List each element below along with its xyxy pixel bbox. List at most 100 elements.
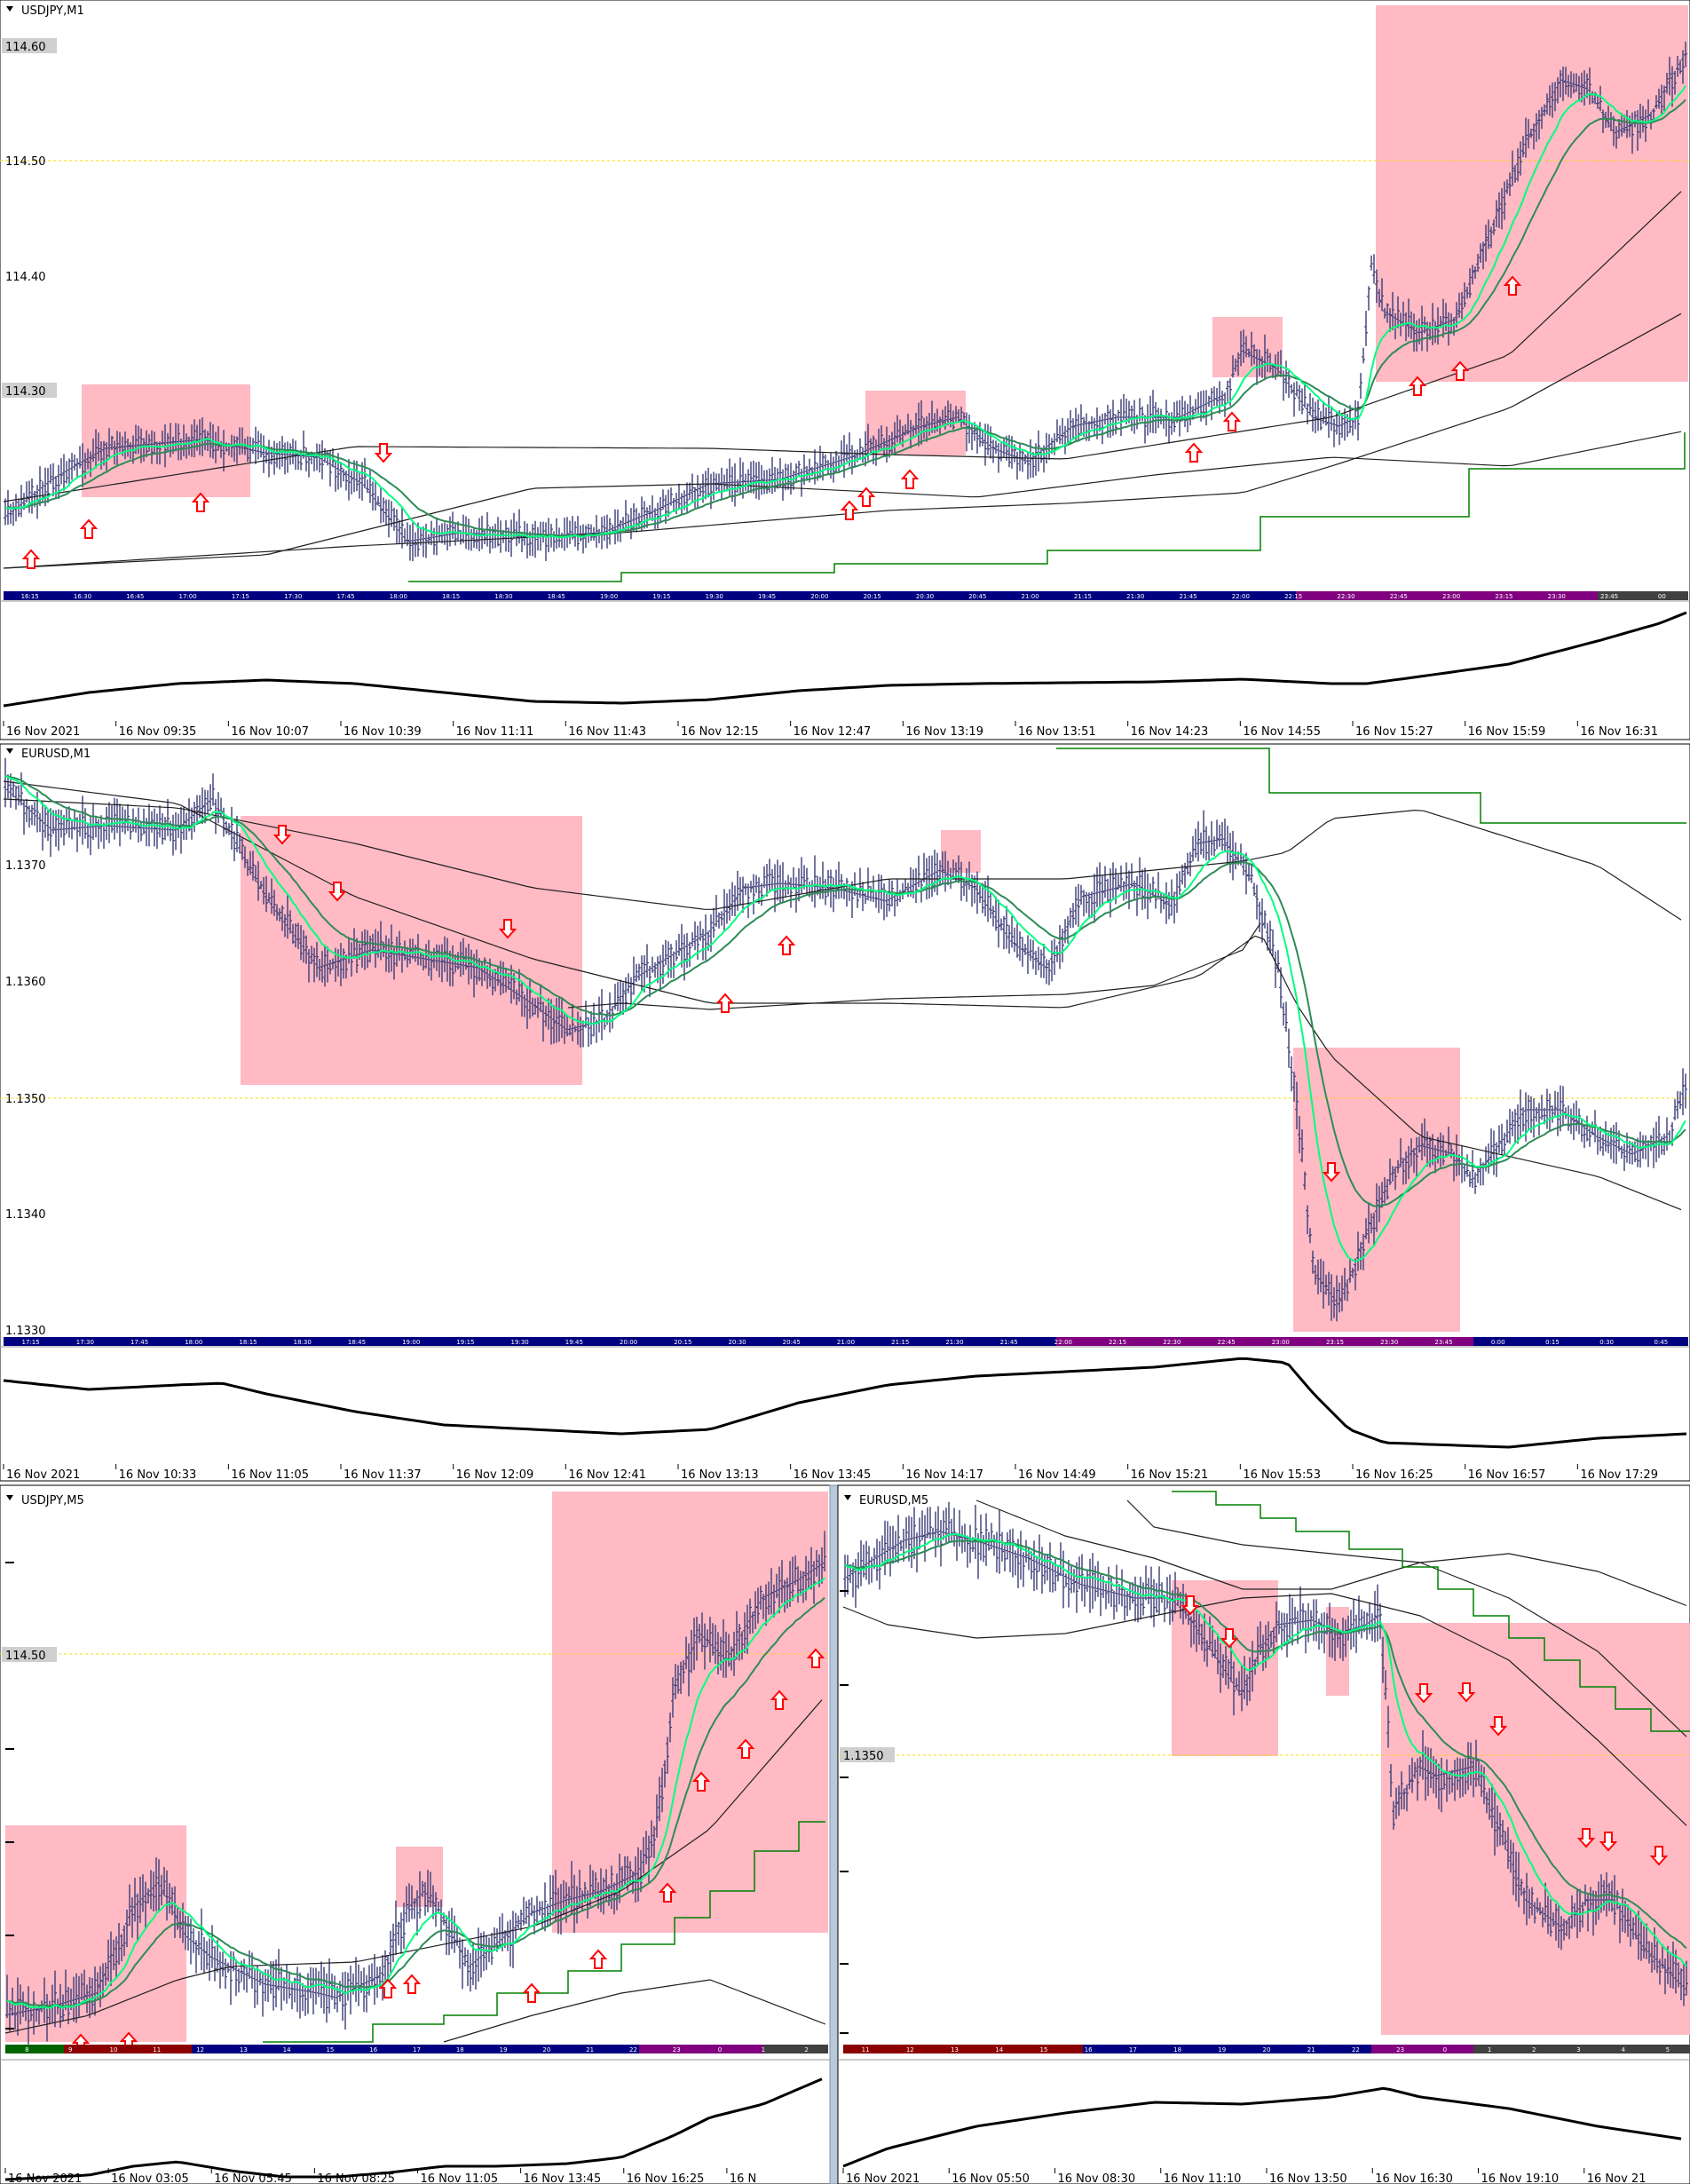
chevron-down-icon[interactable] — [6, 748, 13, 754]
session-tick-label: 19:15 — [456, 1339, 474, 1346]
session-tick-label: 0 — [718, 2046, 722, 2053]
signal-zone — [1376, 5, 1688, 382]
session-segment — [763, 2045, 828, 2053]
time-axis-label: 16 Nov 16:57 — [1468, 1468, 1546, 1482]
session-tick-label: 17 — [413, 2046, 421, 2053]
time-axis-label: 16 Nov 16:25 — [627, 2172, 705, 2184]
signal-zone — [552, 1492, 828, 1933]
time-axis-label: 16 Nov 03:05 — [111, 2172, 189, 2184]
trailing-stop-line — [1056, 748, 1686, 824]
buy-arrow-icon — [21, 549, 41, 569]
buy-arrow-icon — [900, 469, 920, 489]
envelope-lower — [443, 1979, 826, 2043]
time-axis-label: 16 Nov 13:45 — [794, 1468, 872, 1482]
buy-arrow-icon — [715, 993, 735, 1013]
zone-layer — [82, 5, 1688, 497]
session-tick-label: 17:45 — [130, 1339, 148, 1346]
session-tick-label: 10 — [110, 2046, 118, 2053]
time-axis-label: 16 Nov 09:35 — [119, 725, 197, 739]
session-tick-label: 0:30 — [1599, 1339, 1614, 1346]
session-tick-label: 20:30 — [728, 1339, 746, 1346]
session-tick-label: 22:45 — [1390, 593, 1408, 600]
session-tick-label: 23:15 — [1326, 1339, 1344, 1346]
session-tick-label: 23:00 — [1272, 1339, 1290, 1346]
buy-arrow-icon — [402, 1974, 422, 1994]
session-segment — [639, 2045, 763, 2053]
session-tick-label: 22:00 — [1054, 1339, 1072, 1346]
trailing-stop-line — [263, 1821, 825, 2043]
panel-title[interactable]: USDJPY,M1 — [6, 4, 84, 18]
session-bar: 8 9 10 11 12 13 14 15 16 17 18 19 20 21 22 23 0 1 2 — [5, 2045, 828, 2053]
buy-arrow-icon — [1222, 411, 1242, 431]
signal-zone — [82, 384, 250, 497]
session-tick-label: 16:30 — [74, 593, 91, 600]
arrow-layer — [71, 1648, 825, 2053]
session-tick-label: 21:15 — [1074, 593, 1092, 600]
sell-arrow-icon — [498, 919, 517, 939]
session-segment — [5, 2045, 64, 2053]
session-tick-label: 19:30 — [706, 593, 723, 600]
session-tick-label: 18:30 — [494, 593, 512, 600]
buy-arrow-icon — [777, 935, 796, 955]
session-tick-label: 23:45 — [1434, 1339, 1452, 1346]
price-label-114-60: 114.60 — [2, 38, 57, 54]
time-axis-label: 16 Nov 14:23 — [1131, 725, 1209, 739]
buy-arrow-icon — [378, 1978, 398, 1998]
buy-arrow-icon — [806, 1648, 825, 1668]
time-axis-label: 16 Nov 15:21 — [1131, 1468, 1209, 1482]
session-tick-label: 21:45 — [1000, 1339, 1018, 1346]
session-tick-label: 20:00 — [810, 593, 828, 600]
buy-arrow-icon — [191, 492, 210, 512]
session-tick-label: 19:00 — [600, 593, 618, 600]
time-axis-label: 16 Nov 12:41 — [568, 1468, 646, 1482]
chart-panel-usdjpy-m1[interactable]: 114.60 114.50 114.40 114.30 USDJPY,M1 16… — [0, 0, 1690, 740]
session-tick-label: 23:45 — [1600, 593, 1618, 600]
time-axis-label: 16 Nov 12:47 — [794, 725, 872, 739]
session-tick-label: 11 — [153, 2046, 161, 2053]
session-tick-label: 16:15 — [21, 593, 39, 600]
oscillator-subpanel — [2, 602, 1688, 715]
time-axis-label: 16 N — [730, 2172, 756, 2184]
panel-title[interactable]: EURUSD,M1 — [6, 748, 91, 761]
panel-title[interactable]: USDJPY,M5 — [6, 1494, 84, 1507]
session-tick-label: 17:15 — [22, 1339, 40, 1346]
time-axis-label: 16 Nov 08:25 — [317, 2172, 395, 2184]
session-tick-label: 20:30 — [916, 593, 934, 600]
session-tick-label: 18:15 — [442, 593, 460, 600]
chevron-down-icon[interactable] — [6, 6, 13, 12]
session-segment — [4, 591, 1296, 600]
session-tick-label: 16:45 — [126, 593, 144, 600]
price-label-1-1340: 1.1340 — [5, 1208, 46, 1222]
chart-panel-usdjpy-m5[interactable]: 114.50 USDJPY,M5 8 9 10 11 12 13 14 15 16 17 18 19 2… — [0, 1484, 831, 2184]
chevron-down-icon[interactable] — [6, 1495, 13, 1500]
session-tick-label: 20:00 — [620, 1339, 637, 1346]
time-axis-label: 16 Nov 15:27 — [1355, 725, 1433, 739]
buy-arrow-icon — [840, 500, 859, 520]
time-axis-label: 16 Nov 11:37 — [344, 1468, 422, 1482]
session-tick-label: 23 — [673, 2046, 681, 2053]
session-segment — [4, 1337, 1056, 1346]
buy-arrow-icon — [522, 1982, 541, 2003]
envelope-lower — [3, 780, 1682, 1211]
time-axis-label: 16 Nov 13:51 — [1018, 725, 1096, 739]
session-segment — [355, 2045, 639, 2053]
session-tick-label: 19:15 — [652, 593, 670, 600]
session-tick-label: 21:45 — [1179, 593, 1196, 600]
session-tick-label: 22:30 — [1337, 593, 1354, 600]
chart-panel-eurusd-m5[interactable]: 1.1350 EURUSD,M5 11 12 13 14 15 16 17 18 19 20 21 2… — [837, 1484, 1690, 2184]
chart-panel-eurusd-m1[interactable]: 1.1370 1.1360 1.1350 1.1340 1.1330 EURUS… — [0, 743, 1690, 1482]
session-tick-label: 19:45 — [565, 1339, 583, 1346]
session-tick-label: 15 — [326, 2046, 334, 2053]
signal-zone — [5, 1825, 186, 2042]
session-segment — [1056, 1337, 1473, 1346]
buy-arrow-icon — [691, 1771, 711, 1792]
session-segment — [1598, 591, 1688, 600]
ma-slow-line — [4, 99, 1686, 537]
panel-splitter[interactable] — [829, 1484, 839, 2184]
oscillator-line — [3, 1357, 1687, 1449]
buy-arrow-icon — [588, 1949, 608, 1969]
candle-layer — [5, 1531, 826, 2045]
ma-fast-line — [4, 85, 1686, 539]
time-axis-label: 16 Nov 15:53 — [1243, 1468, 1321, 1482]
